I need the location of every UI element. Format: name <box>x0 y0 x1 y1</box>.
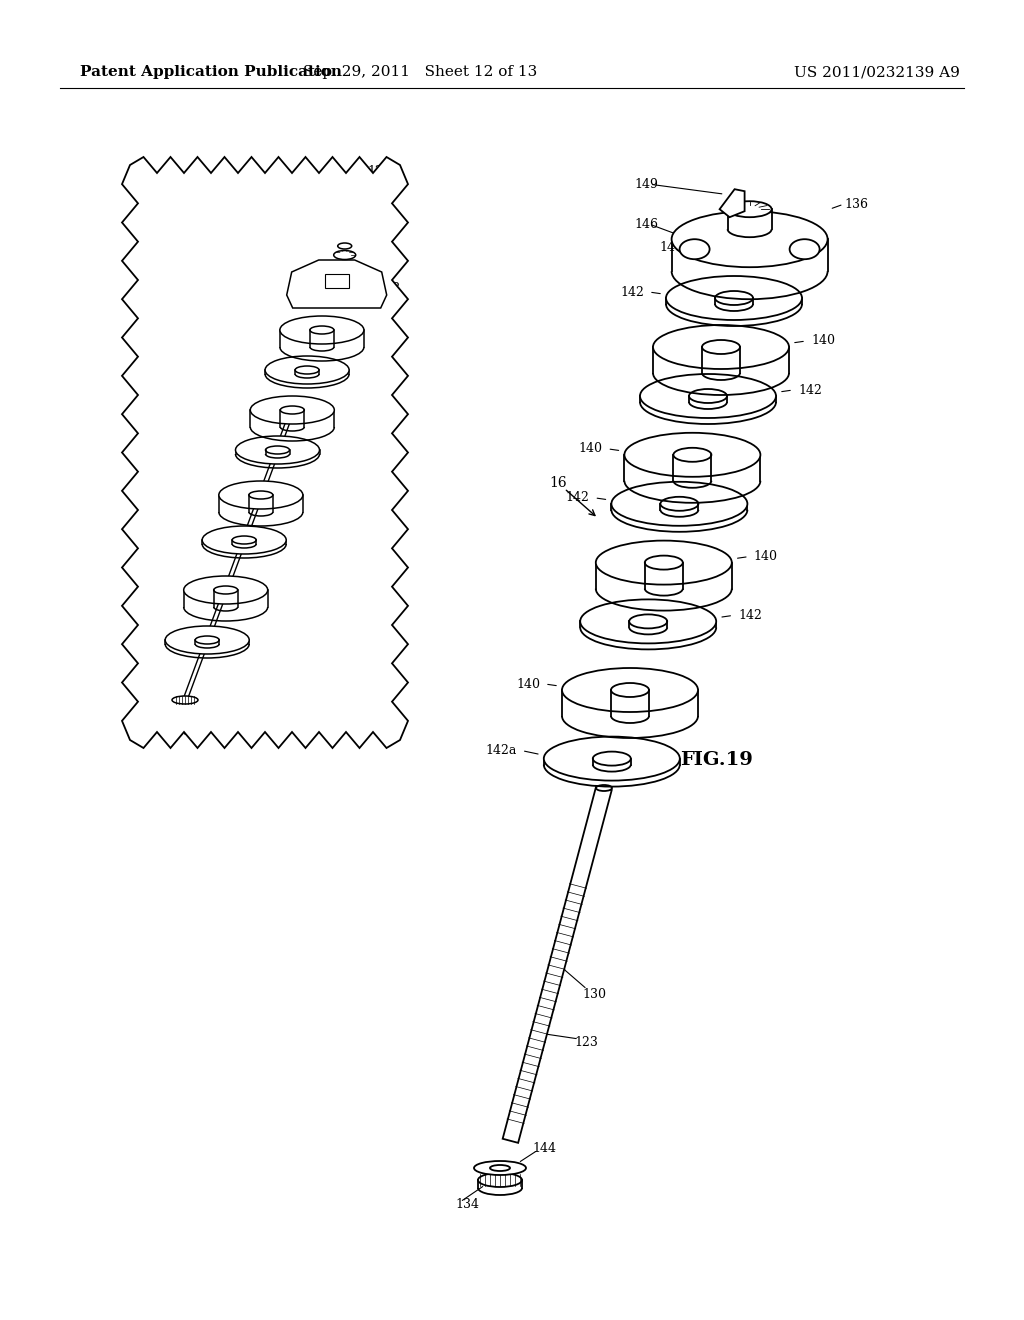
Ellipse shape <box>645 556 683 570</box>
Ellipse shape <box>680 239 710 259</box>
Text: 121: 121 <box>307 205 331 218</box>
Text: 140: 140 <box>212 393 237 407</box>
Text: FIG.19: FIG.19 <box>680 751 753 770</box>
Ellipse shape <box>596 541 732 585</box>
Text: 142: 142 <box>357 354 381 367</box>
Ellipse shape <box>581 599 716 643</box>
Ellipse shape <box>790 239 819 259</box>
Text: 140: 140 <box>145 574 170 587</box>
Text: FIG.20: FIG.20 <box>330 521 402 539</box>
Text: 142: 142 <box>621 285 644 298</box>
Text: 144: 144 <box>532 1142 556 1155</box>
Text: 149: 149 <box>635 178 658 190</box>
Text: 140: 140 <box>754 550 778 564</box>
Text: 140: 140 <box>811 334 835 347</box>
Bar <box>325 275 349 288</box>
Ellipse shape <box>715 290 753 305</box>
Ellipse shape <box>232 536 256 544</box>
Ellipse shape <box>295 366 319 374</box>
Ellipse shape <box>165 626 249 653</box>
Ellipse shape <box>236 436 319 465</box>
Ellipse shape <box>629 614 668 628</box>
Text: 142: 142 <box>328 434 351 447</box>
Text: 142: 142 <box>738 609 762 622</box>
Ellipse shape <box>265 446 290 454</box>
Ellipse shape <box>250 396 334 424</box>
Polygon shape <box>720 189 744 218</box>
Text: 148: 148 <box>377 260 400 273</box>
Text: 138: 138 <box>257 282 281 294</box>
Text: 12: 12 <box>367 165 383 178</box>
Ellipse shape <box>593 751 631 766</box>
Text: 115: 115 <box>327 185 351 198</box>
Ellipse shape <box>562 668 698 711</box>
Ellipse shape <box>478 1173 522 1187</box>
Ellipse shape <box>249 491 272 499</box>
Text: Patent Application Publication: Patent Application Publication <box>80 65 342 79</box>
Text: 146: 146 <box>257 257 281 271</box>
Ellipse shape <box>214 586 238 594</box>
Text: 119: 119 <box>352 180 376 193</box>
Text: 142: 142 <box>798 384 822 396</box>
Ellipse shape <box>640 374 776 418</box>
Ellipse shape <box>653 325 790 370</box>
Text: 140: 140 <box>579 442 602 455</box>
Text: 118: 118 <box>377 282 400 294</box>
Polygon shape <box>287 260 387 308</box>
Ellipse shape <box>702 341 740 354</box>
Ellipse shape <box>672 211 827 267</box>
Ellipse shape <box>490 1166 510 1171</box>
Ellipse shape <box>202 525 286 554</box>
Ellipse shape <box>338 243 351 249</box>
Ellipse shape <box>281 407 304 414</box>
Text: 140: 140 <box>242 314 266 327</box>
Text: 16: 16 <box>177 454 195 469</box>
Text: 142a: 142a <box>485 744 517 758</box>
Ellipse shape <box>280 315 364 345</box>
Text: 130: 130 <box>175 725 199 738</box>
Text: 146: 146 <box>635 218 658 231</box>
Text: US 2011/0232139 A9: US 2011/0232139 A9 <box>795 65 961 79</box>
Ellipse shape <box>674 447 712 462</box>
Text: 123: 123 <box>574 1036 598 1049</box>
Ellipse shape <box>611 482 748 525</box>
Ellipse shape <box>183 576 267 605</box>
Text: 136: 136 <box>845 198 868 211</box>
Ellipse shape <box>310 326 334 334</box>
Text: Sep. 29, 2011   Sheet 12 of 13: Sep. 29, 2011 Sheet 12 of 13 <box>303 65 538 79</box>
Text: 130: 130 <box>583 987 606 1001</box>
Text: 140: 140 <box>516 677 540 690</box>
Ellipse shape <box>625 433 761 477</box>
Text: 148: 148 <box>659 240 684 253</box>
Ellipse shape <box>265 356 349 384</box>
Ellipse shape <box>689 389 727 403</box>
Ellipse shape <box>666 276 802 319</box>
Ellipse shape <box>660 496 698 511</box>
Polygon shape <box>122 157 408 748</box>
Ellipse shape <box>474 1162 526 1175</box>
Text: 134: 134 <box>455 1199 479 1212</box>
Ellipse shape <box>219 480 303 510</box>
Text: 142: 142 <box>565 491 590 504</box>
Text: 134: 134 <box>157 665 181 678</box>
Text: 142: 142 <box>294 524 318 537</box>
Polygon shape <box>503 785 611 1143</box>
Ellipse shape <box>596 785 612 791</box>
Ellipse shape <box>334 251 355 260</box>
Ellipse shape <box>196 636 219 644</box>
Ellipse shape <box>544 737 680 780</box>
Text: 16: 16 <box>549 477 567 491</box>
Ellipse shape <box>728 201 772 218</box>
Ellipse shape <box>611 682 649 697</box>
Ellipse shape <box>172 696 198 704</box>
Text: 140: 140 <box>181 479 205 492</box>
Text: 142a: 142a <box>137 645 169 657</box>
